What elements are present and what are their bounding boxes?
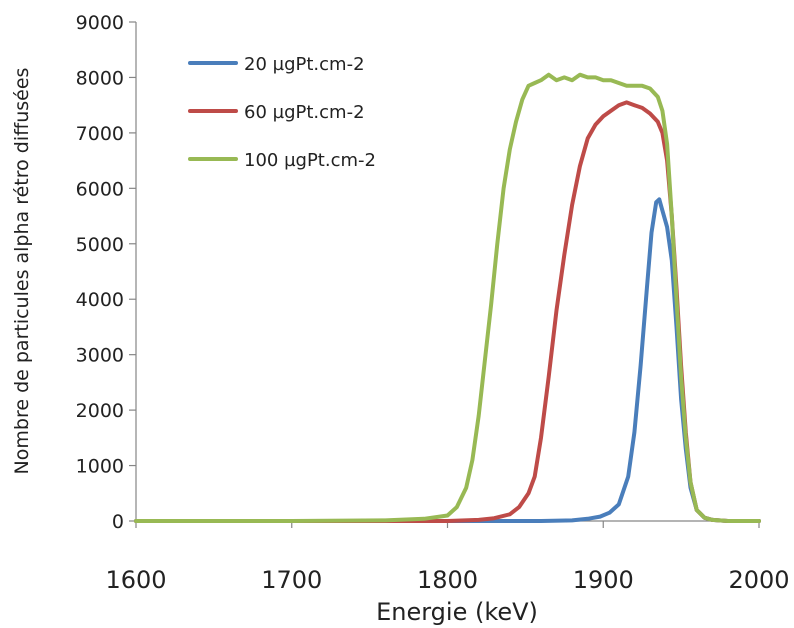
y-axis-title: Nombre de particules alpha rétro diffusé… bbox=[11, 68, 33, 475]
y-tick-label: 9000 bbox=[76, 12, 124, 34]
x-tick-label: 2000 bbox=[728, 566, 789, 594]
x-tick-label: 1700 bbox=[261, 566, 322, 594]
series-line-3 bbox=[134, 72, 761, 523]
legend-label-2: 60 µgPt.cm-2 bbox=[244, 102, 365, 123]
tick-labels: 0 1000 2000 3000 4000 5000 6000 7000 8000 9000 160… bbox=[76, 12, 790, 594]
legend: 20 µgPt.cm-2 60 µgPt.cm-2 100 µgPt.cm-2 bbox=[188, 54, 376, 171]
y-tick-label: 7000 bbox=[76, 123, 124, 145]
legend-label-1: 20 µgPt.cm-2 bbox=[244, 54, 365, 75]
y-tick-label: 4000 bbox=[76, 289, 124, 311]
y-tick-label: 1000 bbox=[76, 456, 124, 478]
y-tick-label: 5000 bbox=[76, 234, 124, 256]
y-tick-label: 0 bbox=[112, 511, 124, 533]
series-lines bbox=[134, 72, 761, 523]
legend-label-3: 100 µgPt.cm-2 bbox=[244, 150, 376, 171]
y-tick-label: 8000 bbox=[76, 67, 124, 89]
x-tick-label: 1900 bbox=[573, 566, 634, 594]
y-tick-label: 2000 bbox=[76, 400, 124, 422]
series-line-1 bbox=[134, 197, 761, 523]
x-axis-title: Energie (keV) bbox=[376, 598, 538, 626]
x-tick-label: 1800 bbox=[417, 566, 478, 594]
axes bbox=[129, 21, 760, 528]
y-tick-label: 6000 bbox=[76, 178, 124, 200]
y-tick-label: 3000 bbox=[76, 345, 124, 367]
x-tick-label: 1600 bbox=[105, 566, 166, 594]
series-line-2 bbox=[134, 100, 761, 523]
